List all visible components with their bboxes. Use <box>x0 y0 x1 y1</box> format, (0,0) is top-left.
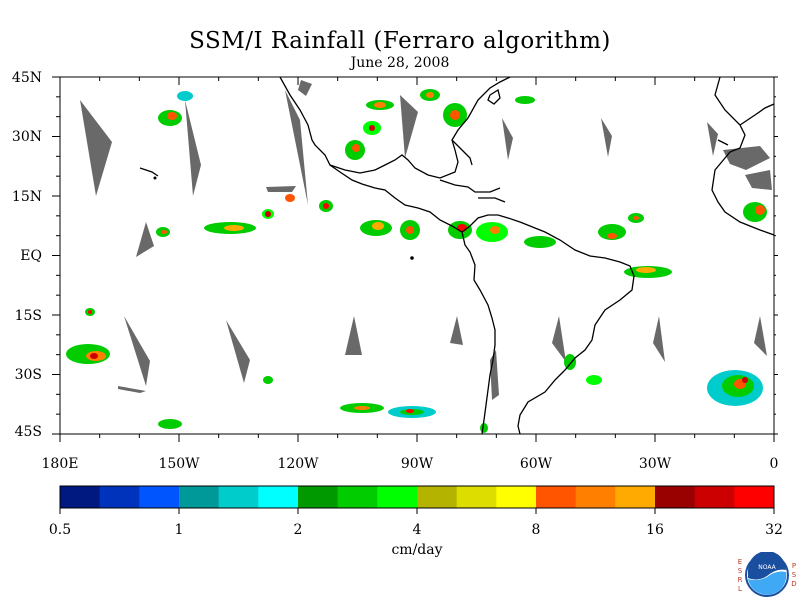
colorbar-units: cm/day <box>391 542 443 558</box>
colorbar-cell <box>258 486 299 508</box>
colorbar-label-1: 1 <box>174 522 184 538</box>
colorbar-cell <box>298 486 339 508</box>
colorbar-cell <box>496 486 537 508</box>
map-title: SSM/I Rainfall (Ferraro algorithm) <box>189 28 611 54</box>
lat-label-30n: 30N <box>11 129 42 145</box>
rainfall-patches <box>66 89 767 433</box>
colorbar-label-16: 16 <box>646 522 664 538</box>
lon-label-150w: 150W <box>158 456 200 472</box>
logo-letter-s2: S <box>792 571 797 579</box>
colorbar-cell <box>615 486 656 508</box>
no-data-swath-gaps <box>80 80 772 400</box>
lat-label-15n: 15N <box>11 189 42 205</box>
colorbar-cell <box>734 486 775 508</box>
esrl-psd-noaa-logo: E S R L P S D NOAA <box>738 552 797 597</box>
colorbar-cell <box>575 486 616 508</box>
colorbar-cell <box>60 486 101 508</box>
colorbar-cell <box>139 486 180 508</box>
colorbar-cell <box>536 486 577 508</box>
coastlines <box>139 77 774 434</box>
lat-label-45s: 45S <box>14 424 42 440</box>
map-background <box>60 77 774 434</box>
colorbar-cell <box>99 486 140 508</box>
lon-label-60w: 60W <box>519 456 553 472</box>
lat-label-eq: EQ <box>20 248 42 264</box>
noaa-sky <box>748 552 786 580</box>
lon-label-180e: 180E <box>41 456 79 472</box>
noaa-wave <box>748 571 787 595</box>
colorbar-cell <box>655 486 696 508</box>
logo-letter-e: E <box>738 558 742 566</box>
map-subtitle: June 28, 2008 <box>350 55 450 71</box>
small-islands <box>153 176 414 260</box>
lon-label-0: 0 <box>769 456 779 472</box>
colorbar-label-2: 2 <box>293 522 303 538</box>
colorbar-cell <box>417 486 458 508</box>
lat-label-45n: 45N <box>11 70 42 86</box>
colorbar-label-0-5: 0.5 <box>48 522 72 538</box>
lon-label-120w: 120W <box>277 456 319 472</box>
colorbar-cell <box>456 486 497 508</box>
logo-letter-r: R <box>738 576 743 584</box>
colorbar-cell <box>694 486 735 508</box>
logo-letter-l: L <box>738 585 742 593</box>
colorbar-cell <box>377 486 418 508</box>
lon-label-90w: 90W <box>400 456 434 472</box>
logo-letter-s: S <box>738 567 743 575</box>
map-axis-ticks <box>52 76 778 442</box>
lon-label-30w: 30W <box>638 456 672 472</box>
colorbar-ticks <box>59 508 775 514</box>
colorbar-cell <box>218 486 259 508</box>
colorbar-label-4: 4 <box>412 522 422 538</box>
logo-letter-p: P <box>792 562 796 570</box>
colorbar-cell <box>337 486 378 508</box>
colorbar-label-32: 32 <box>765 522 783 538</box>
logo-letter-d: D <box>791 580 796 588</box>
lat-label-30s: 30S <box>14 367 42 383</box>
colorbar-label-8: 8 <box>531 522 541 538</box>
colorbar-cell <box>179 486 220 508</box>
lat-label-15s: 15S <box>14 308 42 324</box>
noaa-badge-text: NOAA <box>758 564 776 571</box>
